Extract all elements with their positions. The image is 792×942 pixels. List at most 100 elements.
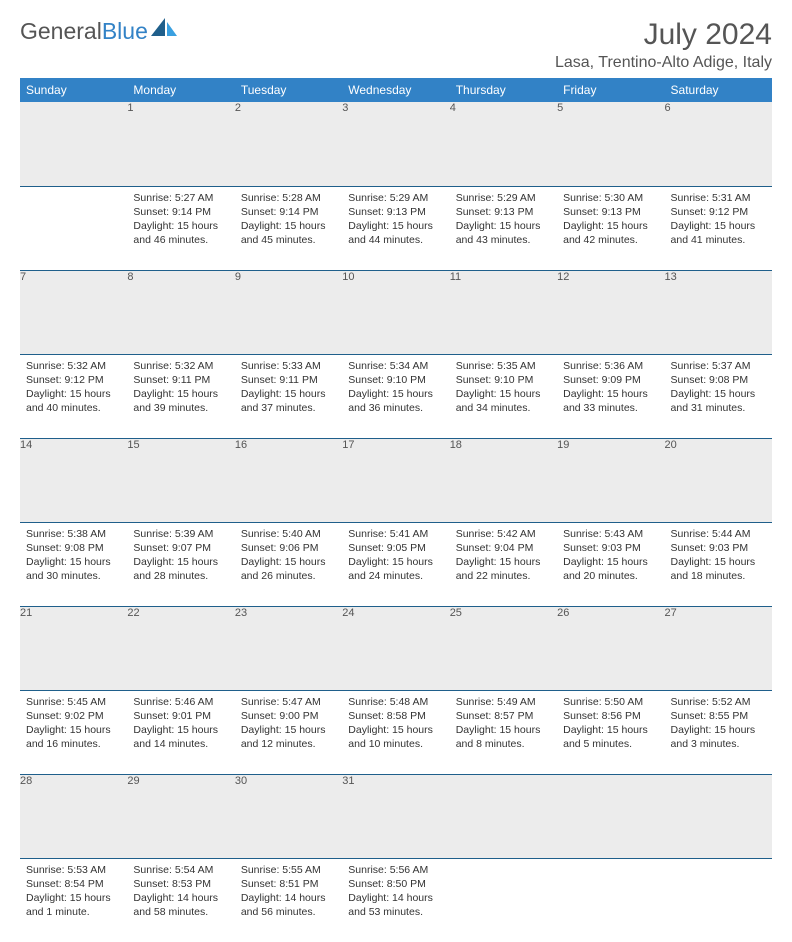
day-number: 6	[665, 102, 772, 186]
day-number	[450, 774, 557, 858]
daylight-text: Daylight: 15 hours and 3 minutes.	[671, 723, 766, 751]
daylight-text: Daylight: 15 hours and 12 minutes.	[241, 723, 336, 751]
sunset-text: Sunset: 9:14 PM	[133, 205, 228, 219]
sunset-text: Sunset: 9:12 PM	[671, 205, 766, 219]
day-number: 23	[235, 606, 342, 690]
day-number: 22	[127, 606, 234, 690]
daylight-text: Daylight: 15 hours and 46 minutes.	[133, 219, 228, 247]
day-cell: Sunrise: 5:29 AMSunset: 9:13 PMDaylight:…	[342, 186, 449, 270]
day-cell: Sunrise: 5:33 AMSunset: 9:11 PMDaylight:…	[235, 354, 342, 438]
day-cell	[20, 186, 127, 270]
logo-text-general: General	[20, 18, 102, 44]
daynum-row: 78910111213	[20, 270, 772, 354]
daylight-text: Daylight: 15 hours and 45 minutes.	[241, 219, 336, 247]
logo: GeneralBlue	[20, 18, 177, 45]
weekday-header-row: Sunday Monday Tuesday Wednesday Thursday…	[20, 78, 772, 102]
weekday-header: Thursday	[450, 78, 557, 102]
day-number: 16	[235, 438, 342, 522]
week-row: Sunrise: 5:45 AMSunset: 9:02 PMDaylight:…	[20, 690, 772, 774]
daylight-text: Daylight: 14 hours and 56 minutes.	[241, 891, 336, 919]
sunset-text: Sunset: 9:04 PM	[456, 541, 551, 555]
day-number: 20	[665, 438, 772, 522]
logo-text-blue: Blue	[102, 18, 148, 44]
day-number: 12	[557, 270, 664, 354]
week-row: Sunrise: 5:53 AMSunset: 8:54 PMDaylight:…	[20, 858, 772, 942]
day-cell: Sunrise: 5:30 AMSunset: 9:13 PMDaylight:…	[557, 186, 664, 270]
daynum-row: 21222324252627	[20, 606, 772, 690]
daylight-text: Daylight: 15 hours and 5 minutes.	[563, 723, 658, 751]
day-cell	[450, 858, 557, 942]
sunset-text: Sunset: 9:12 PM	[26, 373, 121, 387]
daylight-text: Daylight: 15 hours and 1 minute.	[26, 891, 121, 919]
daylight-text: Daylight: 15 hours and 22 minutes.	[456, 555, 551, 583]
day-cell: Sunrise: 5:36 AMSunset: 9:09 PMDaylight:…	[557, 354, 664, 438]
sunset-text: Sunset: 9:11 PM	[241, 373, 336, 387]
sunset-text: Sunset: 8:56 PM	[563, 709, 658, 723]
daylight-text: Daylight: 15 hours and 8 minutes.	[456, 723, 551, 751]
sunrise-text: Sunrise: 5:32 AM	[26, 359, 121, 373]
sunrise-text: Sunrise: 5:28 AM	[241, 191, 336, 205]
day-cell: Sunrise: 5:28 AMSunset: 9:14 PMDaylight:…	[235, 186, 342, 270]
day-number: 10	[342, 270, 449, 354]
daylight-text: Daylight: 15 hours and 10 minutes.	[348, 723, 443, 751]
day-cell: Sunrise: 5:32 AMSunset: 9:11 PMDaylight:…	[127, 354, 234, 438]
day-cell: Sunrise: 5:47 AMSunset: 9:00 PMDaylight:…	[235, 690, 342, 774]
day-number: 3	[342, 102, 449, 186]
sunset-text: Sunset: 9:14 PM	[241, 205, 336, 219]
sunrise-text: Sunrise: 5:44 AM	[671, 527, 766, 541]
day-cell: Sunrise: 5:49 AMSunset: 8:57 PMDaylight:…	[450, 690, 557, 774]
daylight-text: Daylight: 15 hours and 34 minutes.	[456, 387, 551, 415]
sunset-text: Sunset: 9:09 PM	[563, 373, 658, 387]
sunset-text: Sunset: 9:00 PM	[241, 709, 336, 723]
day-cell: Sunrise: 5:46 AMSunset: 9:01 PMDaylight:…	[127, 690, 234, 774]
sunset-text: Sunset: 9:10 PM	[348, 373, 443, 387]
day-cell: Sunrise: 5:53 AMSunset: 8:54 PMDaylight:…	[20, 858, 127, 942]
sunset-text: Sunset: 8:53 PM	[133, 877, 228, 891]
day-cell: Sunrise: 5:31 AMSunset: 9:12 PMDaylight:…	[665, 186, 772, 270]
sunset-text: Sunset: 9:08 PM	[26, 541, 121, 555]
sunset-text: Sunset: 9:03 PM	[671, 541, 766, 555]
day-number: 18	[450, 438, 557, 522]
daylight-text: Daylight: 15 hours and 20 minutes.	[563, 555, 658, 583]
sunrise-text: Sunrise: 5:33 AM	[241, 359, 336, 373]
sunset-text: Sunset: 8:54 PM	[26, 877, 121, 891]
day-cell: Sunrise: 5:34 AMSunset: 9:10 PMDaylight:…	[342, 354, 449, 438]
daylight-text: Daylight: 15 hours and 43 minutes.	[456, 219, 551, 247]
day-cell: Sunrise: 5:38 AMSunset: 9:08 PMDaylight:…	[20, 522, 127, 606]
day-number: 7	[20, 270, 127, 354]
daynum-row: 14151617181920	[20, 438, 772, 522]
sunrise-text: Sunrise: 5:50 AM	[563, 695, 658, 709]
day-number: 29	[127, 774, 234, 858]
day-cell: Sunrise: 5:37 AMSunset: 9:08 PMDaylight:…	[665, 354, 772, 438]
weekday-header: Wednesday	[342, 78, 449, 102]
page-title: July 2024	[555, 18, 772, 52]
day-number: 8	[127, 270, 234, 354]
day-number: 28	[20, 774, 127, 858]
day-cell: Sunrise: 5:40 AMSunset: 9:06 PMDaylight:…	[235, 522, 342, 606]
sunrise-text: Sunrise: 5:53 AM	[26, 863, 121, 877]
daylight-text: Daylight: 15 hours and 44 minutes.	[348, 219, 443, 247]
day-cell: Sunrise: 5:41 AMSunset: 9:05 PMDaylight:…	[342, 522, 449, 606]
sunrise-text: Sunrise: 5:29 AM	[456, 191, 551, 205]
sunset-text: Sunset: 9:10 PM	[456, 373, 551, 387]
sunset-text: Sunset: 8:57 PM	[456, 709, 551, 723]
day-number: 5	[557, 102, 664, 186]
header: GeneralBlue July 2024 Lasa, Trentino-Alt…	[20, 18, 772, 72]
daylight-text: Daylight: 14 hours and 53 minutes.	[348, 891, 443, 919]
sunrise-text: Sunrise: 5:48 AM	[348, 695, 443, 709]
sunrise-text: Sunrise: 5:42 AM	[456, 527, 551, 541]
day-number: 1	[127, 102, 234, 186]
day-number: 19	[557, 438, 664, 522]
daynum-row: 123456	[20, 102, 772, 186]
daylight-text: Daylight: 15 hours and 37 minutes.	[241, 387, 336, 415]
sunset-text: Sunset: 8:58 PM	[348, 709, 443, 723]
sunset-text: Sunset: 9:01 PM	[133, 709, 228, 723]
day-cell	[665, 858, 772, 942]
sunrise-text: Sunrise: 5:34 AM	[348, 359, 443, 373]
sunrise-text: Sunrise: 5:32 AM	[133, 359, 228, 373]
day-number: 4	[450, 102, 557, 186]
day-cell: Sunrise: 5:32 AMSunset: 9:12 PMDaylight:…	[20, 354, 127, 438]
day-number: 14	[20, 438, 127, 522]
sunrise-text: Sunrise: 5:31 AM	[671, 191, 766, 205]
weekday-header: Tuesday	[235, 78, 342, 102]
